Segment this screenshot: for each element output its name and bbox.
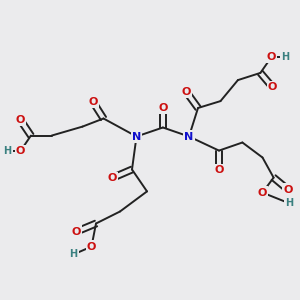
Text: O: O: [16, 115, 25, 125]
Text: N: N: [132, 131, 141, 142]
Text: O: O: [72, 226, 81, 237]
Text: H: H: [69, 249, 78, 260]
Text: O: O: [214, 165, 224, 176]
Text: O: O: [283, 184, 293, 195]
Text: O: O: [158, 103, 168, 113]
Text: O: O: [181, 86, 191, 97]
Text: O: O: [16, 146, 25, 156]
Text: O: O: [268, 82, 277, 92]
Text: N: N: [184, 131, 194, 142]
Text: O: O: [87, 242, 96, 252]
Text: H: H: [3, 146, 12, 156]
Text: H: H: [281, 52, 289, 62]
Text: O: O: [108, 173, 117, 183]
Text: O: O: [88, 97, 98, 107]
Text: O: O: [258, 188, 267, 198]
Text: O: O: [267, 52, 276, 62]
Text: H: H: [285, 198, 294, 208]
